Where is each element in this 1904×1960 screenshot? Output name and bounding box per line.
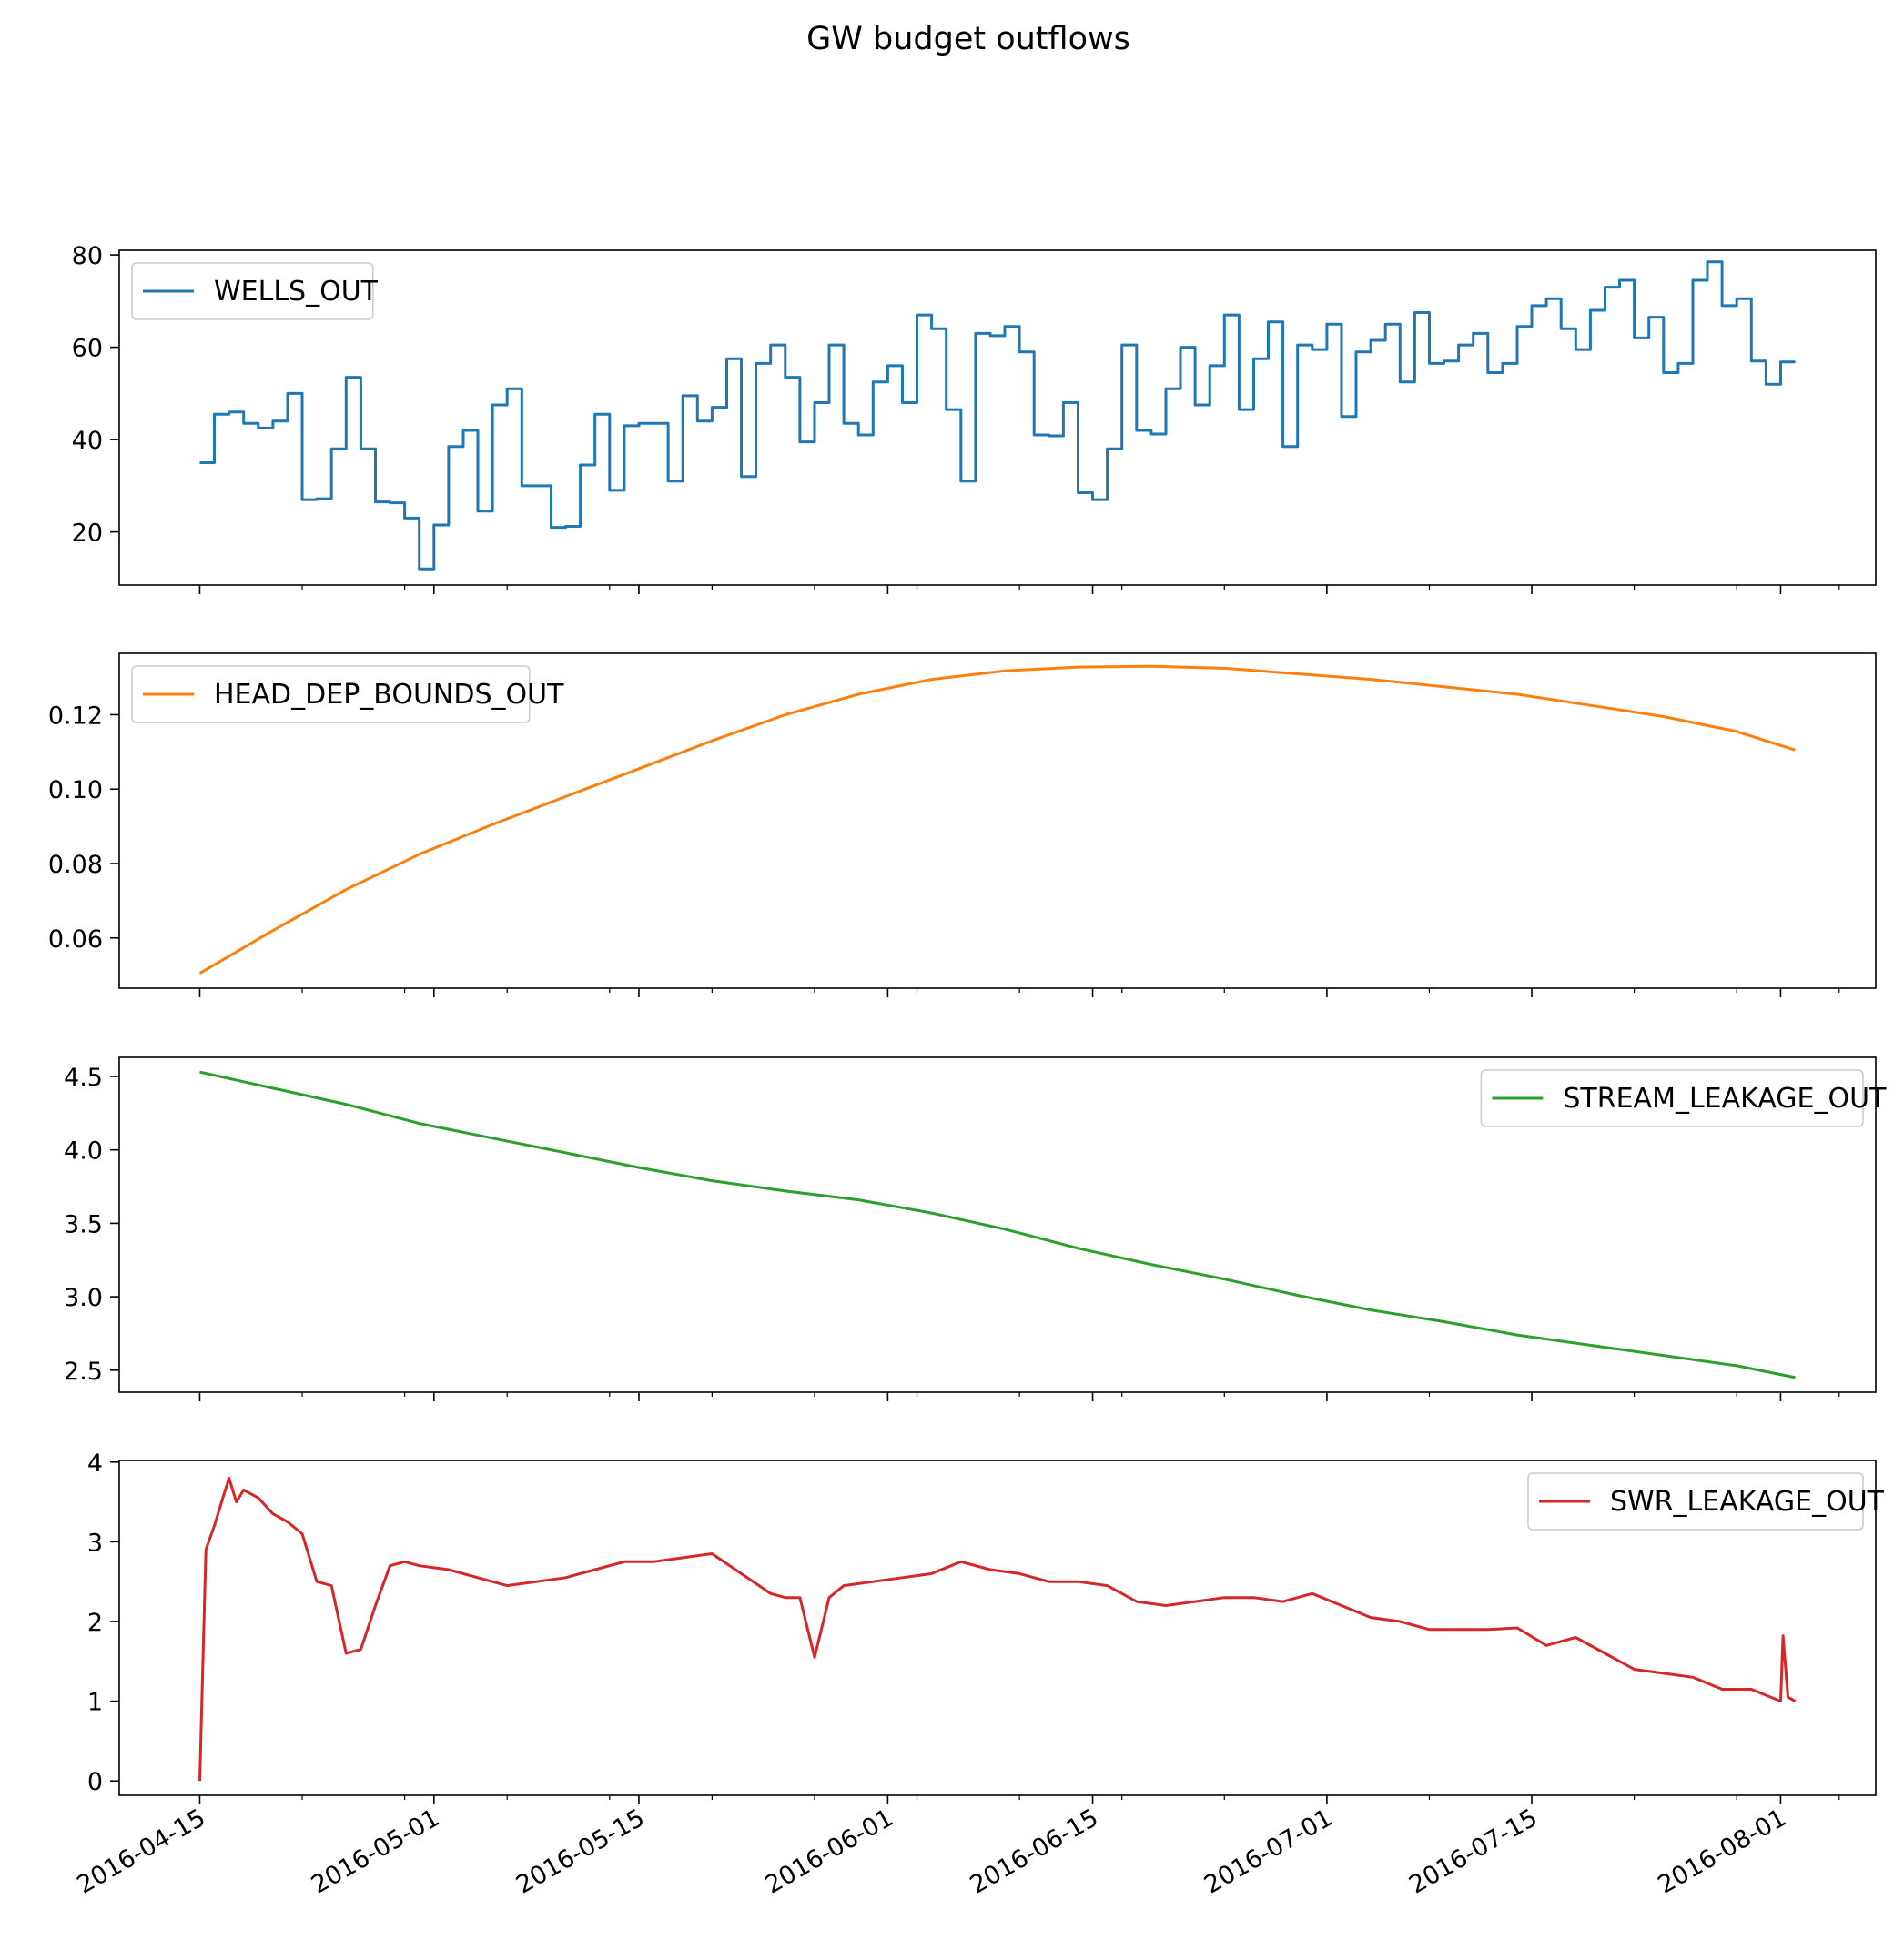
axes-frame [118,249,1877,586]
y-tick-label: 0.08 [48,851,103,879]
x-tick-label: 2016-06-15 [966,1803,1103,1899]
series-line-stream-leakage-out [199,1070,1796,1379]
subplots: 20406080WELLS_OUT0.060.080.100.12HEAD_DE… [48,242,1887,1899]
y-tick-label: 60 [72,335,103,363]
y-tick-label: 80 [72,242,103,270]
y-tick-label: 1 [87,1689,103,1717]
legend-label: STREAM_LEAKAGE_OUT [1563,1083,1887,1115]
y-tick-label: 3.5 [64,1210,103,1238]
x-tick-label: 2016-04-15 [73,1803,210,1899]
y-tick-label: 40 [72,427,103,455]
legend-label: SWR_LEAKAGE_OUT [1610,1486,1885,1518]
legend: STREAM_LEAKAGE_OUT [1480,1069,1887,1127]
y-tick-label: 3 [87,1529,103,1557]
legend-label: HEAD_DEP_BOUNDS_OUT [214,679,564,711]
legend: WELLS_OUT [131,262,379,320]
y-tick-label: 4 [87,1450,103,1478]
y-tick-label: 0.10 [48,776,103,804]
axes-frame [118,652,1877,989]
legend: HEAD_DEP_BOUNDS_OUT [131,665,564,723]
y-tick-label: 4.5 [64,1064,103,1092]
y-tick-label: 0.06 [48,925,103,954]
legend-box [1527,1472,1864,1531]
subplot-stream-leakage-out: 2.5 3.0 3.5 4.0 4.5 STREAM_LEAKAGE_OUT [64,1056,1887,1401]
series-line-head-dep-bounds-out [198,664,1796,975]
legend: SWR_LEAKAGE_OUT [1527,1472,1885,1531]
x-tick-label: 2016-06-01 [760,1803,897,1899]
series-line-swr-leakage-out [198,1476,1797,1782]
x-tick-label: 2016-05-01 [307,1803,444,1899]
y-tick-label: 0.12 [48,702,103,730]
y-tick-label: 3.0 [64,1284,103,1312]
series-line-wells-out [199,260,1796,571]
y-tick-label: 4.0 [64,1137,103,1166]
x-tick-label: 2016-07-01 [1200,1803,1337,1899]
x-tick-label: 2016-05-15 [511,1803,649,1899]
legend-box [1480,1069,1864,1127]
x-tick-label: 2016-08-01 [1654,1803,1791,1899]
figure-title: GW budget outflows [806,21,1130,57]
y-tick-label: 20 [72,520,103,548]
subplot-head-dep-bounds-out: 0.06 0.08 0.10 0.12 HEAD_DEP_BOUNDS_OUT [48,652,1877,997]
subplot-swr-leakage-out: 0 1 2 3 4 SWR_LEAKAGE_OUT 2016-04-15 2016-05-01… [73,1450,1885,1900]
legend-label: WELLS_OUT [214,276,379,308]
axes-frame [118,1460,1877,1796]
legend-box [131,665,531,723]
y-tick-label: 2.5 [64,1358,103,1386]
y-tick-label: 2 [87,1609,103,1637]
y-tick-label: 0 [87,1768,103,1796]
subplot-wells-out: 20 40 60 80 WELLS_OUT [72,242,1877,594]
legend-box [131,262,374,320]
x-tick-label: 2016-07-15 [1404,1803,1542,1899]
axes-frame [118,1056,1877,1393]
